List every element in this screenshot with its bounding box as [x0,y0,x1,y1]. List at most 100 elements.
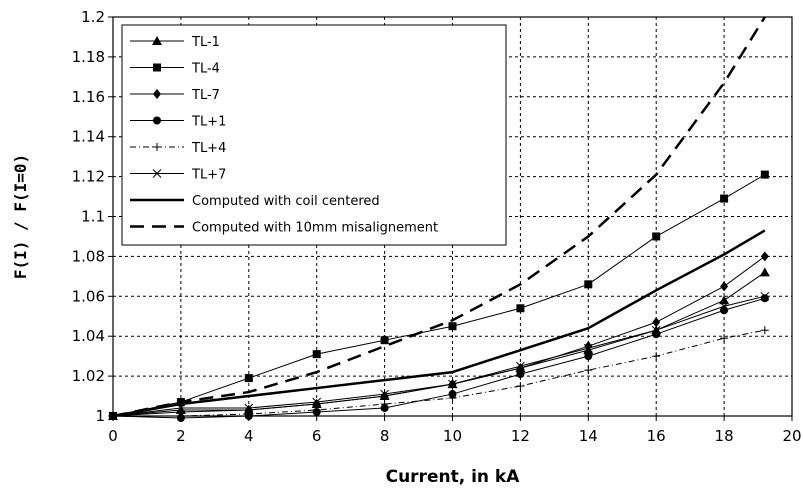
legend-entry: TL-1 [130,35,220,50]
x-tick-label: 20 [782,427,801,445]
y-tick-label: 1.02 [72,367,105,385]
y-tick-label: 1.06 [72,287,105,305]
x-tick-label: 14 [579,427,598,445]
marker-x [583,343,593,353]
marker-plus [380,400,389,409]
legend-entry: TL-7 [130,88,220,103]
marker-plus [153,143,161,151]
marker-diamond [760,251,769,262]
marker-plus [584,366,593,375]
y-tick-label: 1.16 [72,88,105,106]
x-tick-label: 12 [511,427,530,445]
y-tick-label: 1.14 [72,128,105,146]
x-tick-label: 8 [380,427,390,445]
marker-triangle [719,295,730,305]
legend-label: TL-1 [191,35,220,50]
legend-entry: TL+4 [130,141,226,156]
marker-plus [448,394,457,403]
marker-x [516,361,525,371]
x-tick-label: 2 [176,427,186,445]
marker-x [380,389,389,399]
marker-x-b [244,403,254,413]
legend-label: TL+1 [191,115,226,130]
marker-circle [584,352,593,361]
marker-square [153,63,161,72]
marker-x [312,397,322,407]
marker-x-b [583,343,593,353]
marker-triangle [152,36,162,45]
marker-square [760,170,769,179]
marker-plus [720,334,729,343]
marker-diamond [652,317,661,328]
series-computed-with-coil-centered [112,229,766,418]
marker-x-b [152,169,162,178]
marker-square [244,374,253,383]
y-axis-title: F(I) / F(I=0) [11,154,30,279]
series-tl-1 [109,294,769,422]
series-line [112,271,766,417]
marker-plus [312,406,321,415]
legend-label: Computed with coil centered [192,194,380,209]
x-tick-label: 18 [715,427,734,445]
y-tick-label: 1.04 [72,327,105,345]
legend-entry: Computed with 10mm misalignement [130,221,438,236]
marker-x-b [651,325,661,335]
marker-diamond [720,281,729,292]
y-tick-label: 1.2 [81,8,105,26]
marker-plus [652,352,661,361]
legend-label: TL-4 [191,62,220,77]
marker-square [312,350,321,359]
legend-label: TL-7 [191,88,220,103]
y-tick-label: 1 [95,407,105,425]
marker-x-b [448,379,457,389]
legend-box [121,24,507,246]
marker-square [380,336,389,345]
marker-x [651,325,661,335]
marker-x [760,291,770,301]
legend-label: Computed with 10mm misalignement [192,221,438,236]
marker-plus [516,382,525,391]
series-computed-with-10mm-misalignement [112,16,766,418]
legend: TL-1 TL-4 TL-7 TL+1 TL+4 TL+7 Computed with co… [121,24,507,246]
marker-x [719,301,729,311]
series-tl-4 [109,170,769,420]
marker-circle [153,116,161,125]
legend-label: TL+4 [191,141,226,156]
y-tick-label: 1.08 [72,247,105,265]
marker-x-b [380,389,389,399]
marker-diamond [153,89,161,99]
marker-square [516,304,525,313]
marker-x [244,403,254,413]
legend-entry: TL+1 [130,115,226,130]
x-tick-label: 10 [443,427,462,445]
marker-x [152,169,162,178]
x-axis-title: Current, in kA [386,467,521,487]
marker-x-b [176,403,186,413]
legend-entry: Computed with coil centered [130,194,380,209]
marker-x-b [312,397,322,407]
marker-x-b [760,291,770,301]
marker-triangle [759,267,770,277]
marker-x-b [719,301,729,311]
marker-plus [244,410,253,419]
marker-square [448,322,457,331]
marker-plus [176,412,185,420]
y-tick-label: 1.12 [72,168,105,186]
marker-x-b [516,361,525,371]
y-tick-label: 1.18 [72,48,105,66]
series-layer [108,16,770,422]
marker-x [448,379,457,389]
y-tick-label: 1.1 [81,208,105,226]
legend-entry: TL+7 [130,168,226,183]
marker-square [652,232,661,241]
marker-circle [516,370,525,379]
legend-label: TL+7 [191,168,226,183]
marker-square [720,194,729,203]
series-line [112,229,766,418]
marker-square [584,280,593,289]
legend-entry: TL-4 [130,62,220,77]
x-tick-label: 6 [312,427,322,445]
axes: 0 2 4 6 8 10 12 14 16 18 20 1 1.02 1.04 1.06 1.08 1.1 1.1… [72,8,802,445]
